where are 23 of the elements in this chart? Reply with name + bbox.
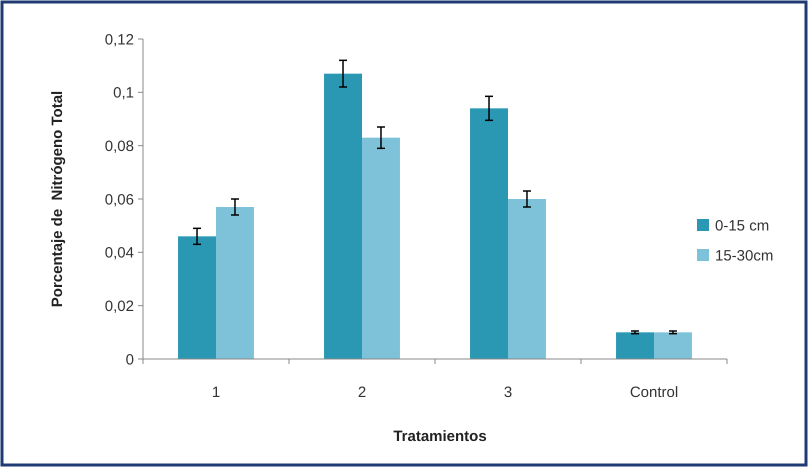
bar	[324, 74, 362, 359]
y-tick-label: 0,06	[104, 191, 134, 208]
x-tick-label: Control	[630, 384, 678, 401]
bar	[216, 207, 254, 359]
bar	[362, 138, 400, 359]
x-axis-title: Tratamientos	[393, 428, 487, 445]
legend-label: 15-30cm	[715, 247, 774, 264]
bar	[470, 108, 508, 359]
y-tick-label: 0,08	[104, 138, 134, 155]
y-tick-label: 0,02	[104, 298, 134, 315]
bar	[178, 236, 216, 359]
y-tick-label: 0	[126, 351, 134, 368]
x-tick-label: 3	[504, 384, 512, 401]
x-tick-label: 2	[358, 384, 366, 401]
bar	[654, 332, 692, 359]
legend-label: 0-15 cm	[715, 217, 770, 234]
bar	[616, 332, 654, 359]
y-tick-label: 0,1	[113, 84, 134, 102]
bar	[508, 199, 546, 359]
y-tick-label: 0,04	[104, 244, 134, 262]
y-axis-title: Porcentaje de Nitrógeno Total	[49, 90, 66, 308]
x-tick-label: 1	[212, 384, 220, 401]
y-tick-label: 0,12	[104, 31, 134, 48]
